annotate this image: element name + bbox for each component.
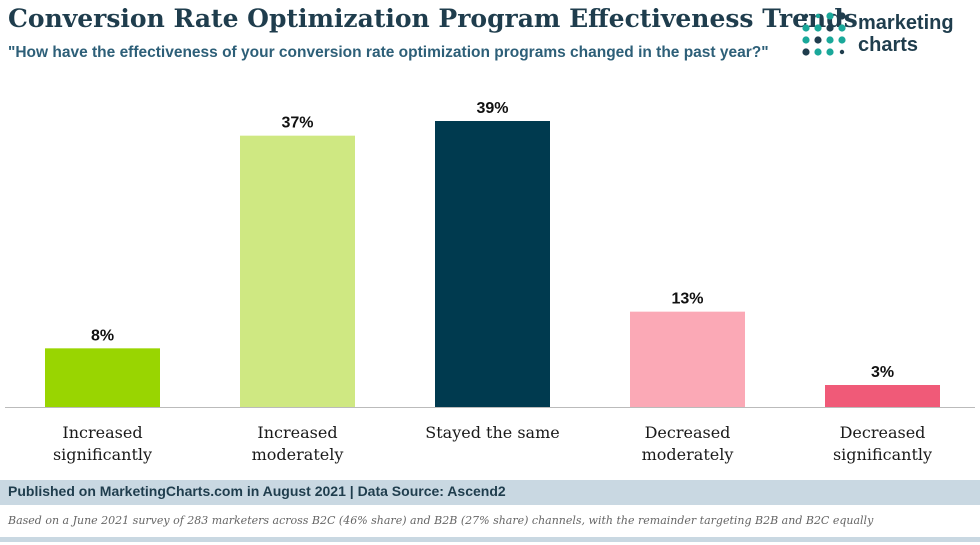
x-tick-label-1: Increased moderately (252, 423, 344, 464)
logo-dot (814, 24, 822, 32)
logo-dot (826, 48, 834, 56)
logo-dot (815, 13, 821, 19)
bar-1[interactable] (240, 135, 355, 407)
bar-0[interactable] (45, 348, 160, 407)
data-label-3: 13% (671, 291, 703, 308)
x-tick-label-2: Stayed the same (425, 423, 559, 442)
logo-line-1: marketing (858, 12, 954, 34)
logo-dot (839, 49, 845, 55)
logo-dot (814, 36, 822, 44)
logo-dot (838, 12, 846, 20)
logo-dots-icon (802, 12, 846, 56)
footer-band: Published on MarketingCharts.com in Augu… (0, 480, 980, 505)
logo-wordmark: marketing charts (858, 12, 954, 56)
logo-dot (826, 12, 834, 20)
logo-dot (826, 36, 834, 44)
data-label-0: 8% (91, 327, 114, 344)
logo-dot (803, 13, 809, 19)
logo-dot (838, 36, 846, 44)
methodology-note: Based on a June 2021 survey of 283 marke… (8, 514, 874, 527)
data-label-2: 39% (476, 100, 508, 117)
bottom-rule (0, 537, 980, 542)
source-line: Published on MarketingCharts.com in Augu… (8, 483, 506, 499)
data-label-4: 3% (871, 364, 894, 381)
logo-dot (838, 24, 846, 32)
x-tick-label-4: Decreased significantly (833, 423, 932, 464)
chart-subtitle: "How have the effectiveness of your conv… (8, 44, 769, 61)
data-label-1: 37% (281, 115, 313, 132)
x-tick-label-0: Increased significantly (53, 423, 152, 464)
logo-dot (802, 48, 810, 56)
bar-4[interactable] (825, 385, 940, 407)
bar-2[interactable] (435, 121, 550, 407)
logo-dot (802, 36, 810, 44)
bar-chart: 8% Increased significantly 37% Increased mode… (5, 100, 975, 464)
chart-title: Conversion Rate Optimization Program Eff… (8, 4, 858, 33)
logo-dot (826, 24, 834, 32)
bar-3[interactable] (630, 311, 745, 407)
marketingcharts-logo[interactable]: marketing charts (800, 10, 972, 60)
logo-dot (802, 24, 810, 32)
x-tick-label-3: Decreased moderately (642, 423, 734, 464)
logo-dot (814, 48, 822, 56)
logo-line-2: charts (858, 34, 919, 56)
